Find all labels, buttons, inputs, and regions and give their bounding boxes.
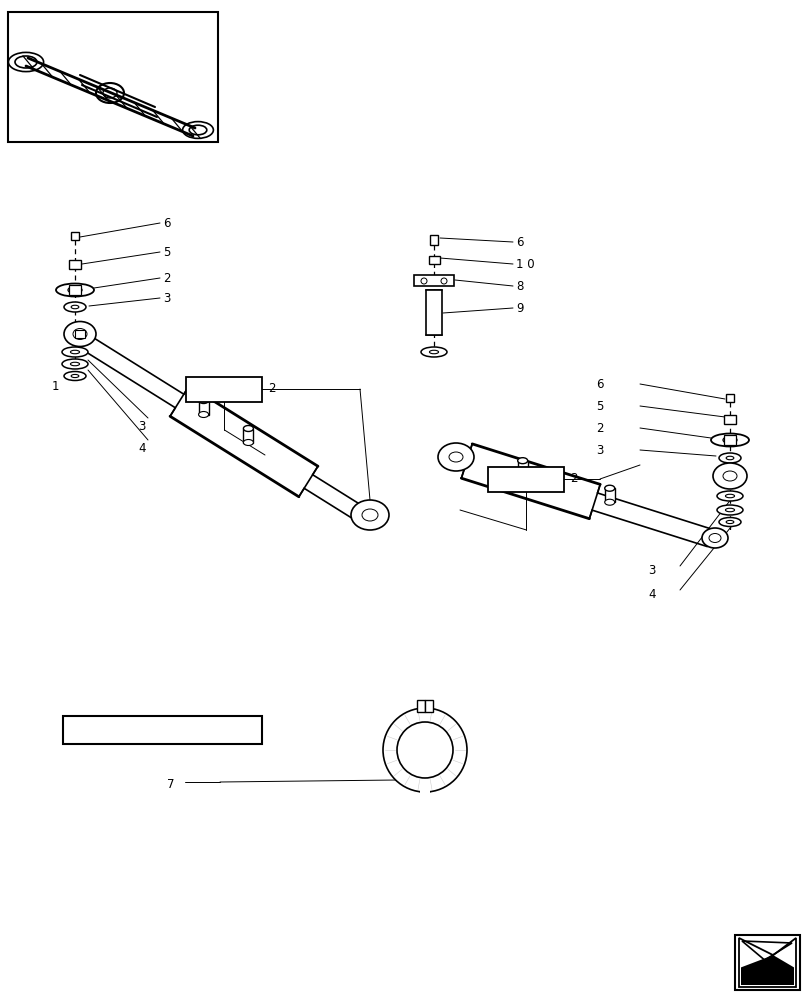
Ellipse shape: [243, 426, 253, 432]
Bar: [725, 394, 733, 402]
Ellipse shape: [604, 485, 614, 491]
Bar: [69, 285, 81, 295]
Circle shape: [383, 708, 466, 792]
Ellipse shape: [725, 520, 733, 524]
Ellipse shape: [724, 508, 734, 512]
Text: 1 0: 1 0: [515, 257, 534, 270]
Ellipse shape: [718, 453, 740, 463]
Text: 3: 3: [163, 292, 170, 304]
Ellipse shape: [71, 362, 79, 366]
Bar: [734, 935, 799, 990]
Ellipse shape: [604, 499, 614, 505]
Ellipse shape: [702, 528, 727, 548]
Ellipse shape: [199, 412, 208, 418]
Bar: [71, 232, 79, 240]
Bar: [8, 12, 217, 142]
Bar: [419, 788, 430, 796]
Ellipse shape: [71, 374, 79, 378]
Ellipse shape: [62, 359, 88, 369]
Polygon shape: [738, 938, 795, 987]
Ellipse shape: [199, 397, 208, 403]
Ellipse shape: [716, 491, 742, 501]
Ellipse shape: [710, 434, 748, 446]
Ellipse shape: [517, 472, 527, 478]
FancyBboxPatch shape: [187, 376, 262, 401]
Ellipse shape: [429, 350, 438, 354]
Bar: [243, 428, 253, 442]
Bar: [75, 330, 85, 338]
Text: 7: 7: [167, 778, 175, 791]
Bar: [430, 235, 437, 245]
Text: 5: 5: [595, 399, 603, 412]
Text: P A G .: P A G .: [508, 474, 543, 484]
Ellipse shape: [448, 452, 462, 462]
Ellipse shape: [68, 286, 82, 294]
Circle shape: [397, 722, 453, 778]
Text: 4: 4: [647, 587, 654, 600]
Ellipse shape: [350, 500, 388, 530]
Circle shape: [440, 278, 446, 284]
Bar: [199, 400, 208, 414]
Text: 1 . 4 0 . 0 1 1 2 A: 1 . 4 0 . 0 1 1 2 A: [98, 725, 226, 735]
Ellipse shape: [517, 458, 527, 464]
Ellipse shape: [64, 302, 86, 312]
Bar: [417, 700, 424, 712]
Text: 2: 2: [268, 382, 275, 395]
Text: 3: 3: [647, 564, 654, 576]
Ellipse shape: [62, 347, 88, 357]
Text: 6: 6: [163, 217, 170, 230]
Text: 2: 2: [569, 473, 577, 486]
Ellipse shape: [71, 305, 79, 309]
Bar: [424, 700, 432, 712]
Ellipse shape: [64, 322, 96, 347]
Bar: [517, 461, 527, 475]
Text: 8: 8: [515, 279, 523, 292]
Ellipse shape: [724, 494, 734, 498]
Bar: [414, 275, 453, 286]
Ellipse shape: [437, 443, 474, 471]
Circle shape: [420, 278, 427, 284]
Bar: [428, 256, 440, 264]
Ellipse shape: [708, 534, 720, 542]
Bar: [723, 435, 735, 445]
Text: 4: 4: [138, 442, 145, 456]
Text: 2: 2: [163, 271, 170, 284]
Ellipse shape: [56, 284, 94, 296]
Ellipse shape: [73, 328, 87, 340]
Ellipse shape: [722, 471, 736, 481]
Ellipse shape: [362, 509, 378, 521]
Ellipse shape: [420, 347, 446, 357]
Bar: [69, 260, 81, 269]
Bar: [723, 415, 735, 424]
Text: 5: 5: [163, 245, 170, 258]
Text: 6: 6: [595, 377, 603, 390]
Ellipse shape: [718, 518, 740, 526]
Ellipse shape: [71, 350, 79, 354]
Text: P A G .: P A G .: [207, 384, 242, 394]
Bar: [426, 290, 441, 335]
Ellipse shape: [712, 463, 746, 489]
FancyBboxPatch shape: [63, 716, 262, 744]
Text: 2: 2: [595, 422, 603, 434]
FancyBboxPatch shape: [488, 466, 564, 491]
Text: 1: 1: [51, 380, 58, 393]
Ellipse shape: [716, 505, 742, 515]
Text: 6: 6: [515, 235, 523, 248]
Text: 9: 9: [515, 302, 523, 314]
Ellipse shape: [64, 371, 86, 380]
Text: 3: 3: [595, 444, 603, 456]
Ellipse shape: [243, 440, 253, 446]
Polygon shape: [740, 955, 793, 985]
Bar: [604, 488, 614, 502]
Ellipse shape: [722, 436, 736, 444]
Text: 3: 3: [138, 420, 145, 432]
Ellipse shape: [725, 456, 733, 460]
